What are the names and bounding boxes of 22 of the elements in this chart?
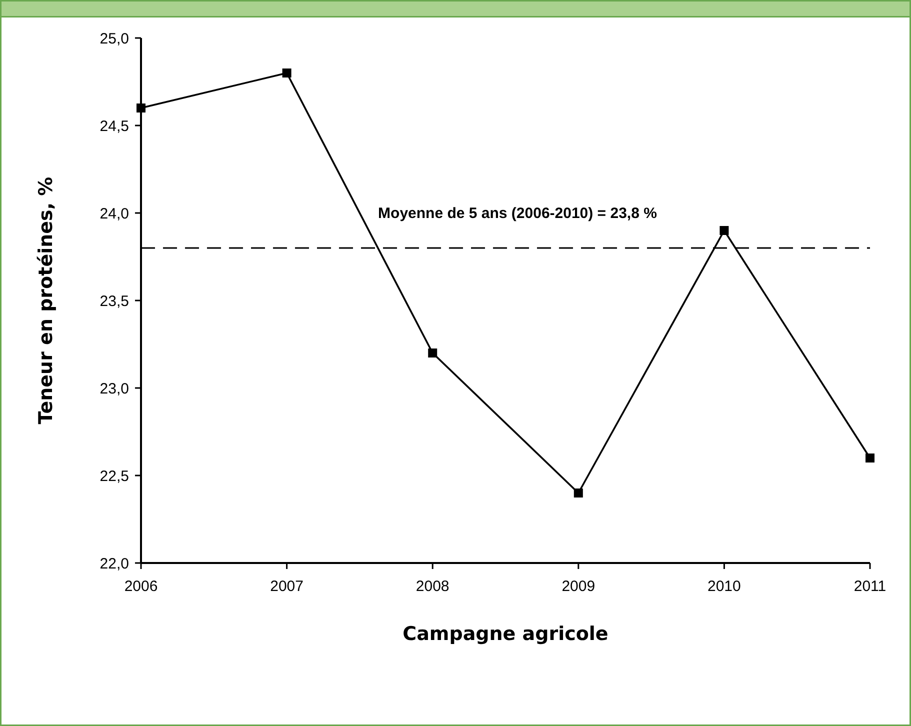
x-tick-label: 2008 bbox=[416, 578, 450, 595]
x-tick-label: 2011 bbox=[854, 578, 886, 595]
y-tick-label: 24,5 bbox=[100, 118, 129, 135]
point bbox=[574, 488, 583, 498]
x-axis-title: Campagne agricole bbox=[402, 623, 608, 645]
x-tick-label: 2010 bbox=[708, 578, 741, 595]
y-tick-label: 24,0 bbox=[100, 205, 129, 222]
y-tick-label: 23,0 bbox=[100, 380, 129, 398]
point bbox=[136, 104, 146, 112]
point bbox=[720, 226, 729, 235]
point bbox=[428, 348, 438, 358]
point bbox=[282, 68, 292, 78]
y-tick-label: 22,0 bbox=[100, 555, 129, 572]
x-tick-label: 2009 bbox=[562, 578, 596, 595]
ref-line-label: Moyenne de 5 ans (2006-2010) = 23,8 % bbox=[378, 205, 657, 222]
y-tick-label: 23,5 bbox=[100, 292, 129, 310]
x-tick-label: 2006 bbox=[124, 578, 158, 595]
point bbox=[866, 454, 874, 462]
y-axis-title: Teneur en protéines, % bbox=[35, 176, 57, 424]
y-tick-label: 22,5 bbox=[100, 468, 129, 485]
x-tick-label: 2007 bbox=[270, 578, 304, 595]
y-tick-label: 25,0 bbox=[100, 30, 129, 48]
